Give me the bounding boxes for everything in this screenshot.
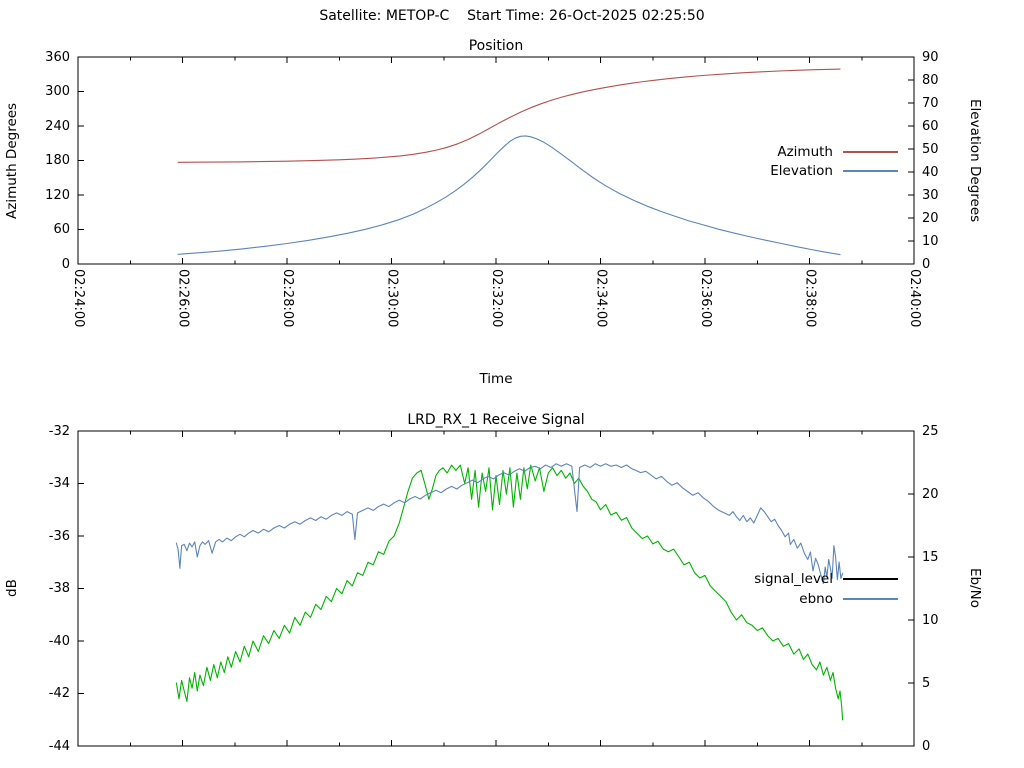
x-tick-label: 02:30:00 bbox=[384, 269, 400, 328]
legend-entry-ebno: ebno bbox=[799, 590, 898, 608]
signal_level-curve bbox=[175, 464, 844, 721]
receive-signal-chart-title: LRD_RX_1 Receive Signal bbox=[407, 412, 585, 428]
azimuth-curve bbox=[177, 68, 841, 163]
ebno-axis-label: Eb/No bbox=[967, 568, 983, 609]
y-left-tick-label: 60 bbox=[53, 222, 70, 237]
y-right-tick-label: 70 bbox=[922, 95, 939, 111]
legend-entry-elevation: Elevation bbox=[770, 162, 898, 180]
y-left-tick-label: 120 bbox=[45, 187, 70, 203]
y-left-tick-label: -42 bbox=[48, 686, 70, 701]
legend-ebno-line-sample bbox=[843, 598, 898, 600]
time-axis-label: Time bbox=[479, 371, 513, 387]
legend-entry-signal-level: signal_level bbox=[754, 570, 898, 588]
y-left-tick-label: 300 bbox=[45, 84, 70, 99]
legend-entry-azimuth: Azimuth bbox=[777, 143, 898, 161]
y-left-tick-label: 360 bbox=[45, 49, 70, 65]
y-left-tick-label: -32 bbox=[48, 423, 70, 439]
y-left-tick-label: -44 bbox=[48, 738, 70, 754]
legend-signal-level-line-sample bbox=[843, 578, 898, 580]
y-right-tick-label: 10 bbox=[922, 233, 939, 249]
x-tick-label: 02:36:00 bbox=[698, 269, 713, 328]
y-right-tick-label: 50 bbox=[922, 141, 939, 157]
x-tick-label: 02:32:00 bbox=[489, 269, 504, 328]
elevation-axis-label: Elevation Degrees bbox=[967, 98, 983, 223]
position-chart-title: Position bbox=[468, 38, 524, 54]
y-right-tick-label: 0 bbox=[922, 738, 931, 754]
legend-ebno-label: ebno bbox=[799, 591, 833, 607]
elevation-curve bbox=[177, 135, 841, 256]
page-title: Satellite: METOP-C Start Time: 26-Oct-20… bbox=[319, 8, 705, 24]
y-right-tick-label: 0 bbox=[922, 256, 931, 272]
y-right-tick-label: 5 bbox=[922, 675, 931, 691]
y-left-tick-label: 240 bbox=[45, 118, 70, 134]
y-left-tick-label: 180 bbox=[45, 153, 70, 168]
y-right-tick-label: 40 bbox=[922, 164, 939, 180]
y-left-tick-label: -34 bbox=[48, 476, 70, 491]
x-tick-label: 02:38:00 bbox=[802, 269, 818, 328]
legend-azimuth-line-sample bbox=[843, 151, 898, 153]
y-right-tick-label: 20 bbox=[922, 486, 939, 502]
x-tick-label: 02:26:00 bbox=[175, 269, 191, 328]
y-right-tick-label: 60 bbox=[922, 118, 939, 134]
x-tick-label: 02:34:00 bbox=[593, 269, 609, 328]
y-left-tick-label: -40 bbox=[48, 633, 70, 649]
legend-signal-level-label: signal_level bbox=[754, 571, 833, 587]
x-tick-label: 02:28:00 bbox=[280, 269, 295, 328]
legend-azimuth-label: Azimuth bbox=[777, 144, 833, 160]
y-right-tick-label: 25 bbox=[922, 423, 939, 439]
ebno-curve bbox=[175, 463, 844, 585]
y-right-tick-label: 90 bbox=[922, 49, 939, 65]
y-right-tick-label: 10 bbox=[922, 612, 939, 628]
x-tick-label: 02:40:00 bbox=[907, 269, 922, 328]
y-right-tick-label: 80 bbox=[922, 72, 939, 88]
y-left-tick-label: -38 bbox=[48, 581, 70, 596]
x-tick-label: 02:24:00 bbox=[71, 269, 86, 328]
y-left-tick-label: -36 bbox=[48, 528, 70, 544]
y-right-tick-label: 15 bbox=[922, 549, 939, 565]
y-left-tick-label: 0 bbox=[61, 256, 70, 272]
legend-elevation-label: Elevation bbox=[770, 163, 833, 179]
legend-elevation-line-sample bbox=[843, 170, 898, 172]
y-right-tick-label: 30 bbox=[922, 187, 939, 203]
y-right-tick-label: 20 bbox=[922, 210, 939, 226]
